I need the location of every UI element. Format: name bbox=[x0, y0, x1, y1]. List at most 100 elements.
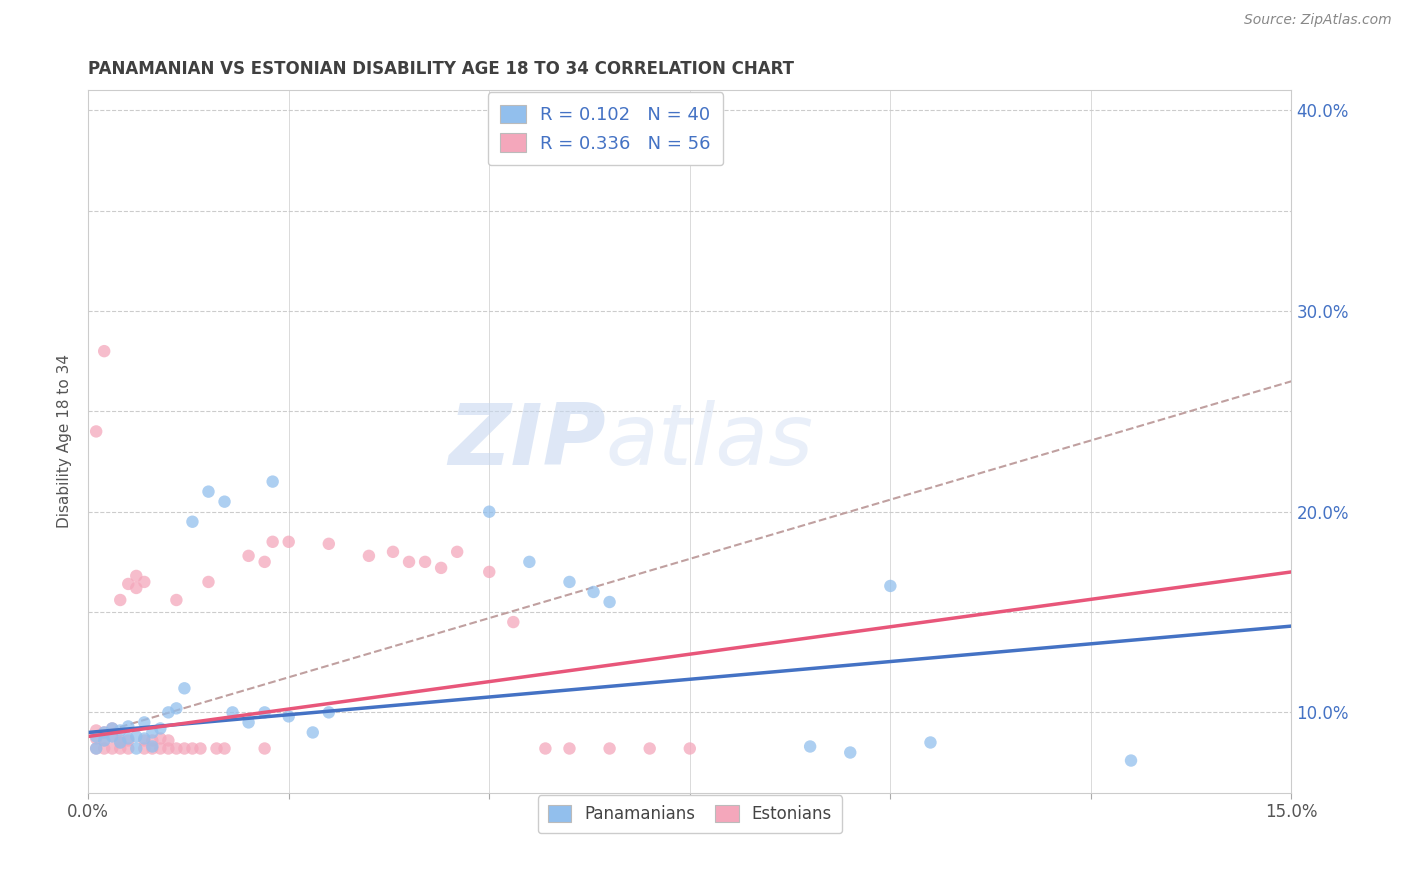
Point bbox=[446, 545, 468, 559]
Text: ZIP: ZIP bbox=[449, 400, 606, 483]
Point bbox=[262, 475, 284, 489]
Point bbox=[301, 725, 323, 739]
Point bbox=[318, 706, 340, 720]
Point bbox=[134, 731, 156, 746]
Point bbox=[125, 581, 148, 595]
Point bbox=[534, 741, 557, 756]
Point bbox=[101, 730, 124, 744]
Point bbox=[125, 730, 148, 744]
Point bbox=[638, 741, 661, 756]
Point bbox=[357, 549, 380, 563]
Y-axis label: Disability Age 18 to 34: Disability Age 18 to 34 bbox=[58, 354, 72, 528]
Point bbox=[262, 534, 284, 549]
Point bbox=[205, 741, 228, 756]
Point bbox=[318, 537, 340, 551]
Point bbox=[679, 741, 702, 756]
Point bbox=[134, 741, 156, 756]
Point bbox=[197, 484, 219, 499]
Point bbox=[117, 731, 139, 746]
Point bbox=[799, 739, 821, 754]
Point bbox=[277, 534, 299, 549]
Point bbox=[214, 494, 236, 508]
Point bbox=[149, 722, 172, 736]
Point bbox=[93, 733, 115, 747]
Point bbox=[197, 574, 219, 589]
Point bbox=[157, 706, 180, 720]
Point bbox=[181, 515, 204, 529]
Point bbox=[117, 577, 139, 591]
Point bbox=[134, 574, 156, 589]
Point bbox=[110, 735, 132, 749]
Text: atlas: atlas bbox=[606, 400, 814, 483]
Point bbox=[117, 741, 139, 756]
Point bbox=[221, 706, 243, 720]
Point bbox=[84, 730, 107, 744]
Point bbox=[173, 681, 195, 696]
Point bbox=[253, 706, 276, 720]
Point bbox=[253, 741, 276, 756]
Point bbox=[93, 344, 115, 359]
Point bbox=[181, 741, 204, 756]
Text: PANAMANIAN VS ESTONIAN DISABILITY AGE 18 TO 34 CORRELATION CHART: PANAMANIAN VS ESTONIAN DISABILITY AGE 18… bbox=[89, 60, 794, 78]
Point bbox=[134, 733, 156, 747]
Point bbox=[110, 741, 132, 756]
Point bbox=[110, 735, 132, 749]
Point bbox=[413, 555, 436, 569]
Point bbox=[1119, 754, 1142, 768]
Point bbox=[117, 733, 139, 747]
Point bbox=[238, 715, 260, 730]
Point bbox=[478, 505, 501, 519]
Point bbox=[84, 723, 107, 738]
Point bbox=[149, 741, 172, 756]
Point bbox=[101, 741, 124, 756]
Point bbox=[125, 569, 148, 583]
Point bbox=[430, 561, 453, 575]
Point bbox=[84, 425, 107, 439]
Point bbox=[582, 585, 605, 599]
Point bbox=[141, 741, 163, 756]
Point bbox=[839, 746, 862, 760]
Point bbox=[101, 730, 124, 744]
Point bbox=[879, 579, 901, 593]
Point bbox=[190, 741, 212, 756]
Point bbox=[253, 555, 276, 569]
Point bbox=[110, 593, 132, 607]
Point bbox=[141, 733, 163, 747]
Text: Source: ZipAtlas.com: Source: ZipAtlas.com bbox=[1244, 13, 1392, 28]
Point bbox=[558, 574, 581, 589]
Point bbox=[599, 595, 621, 609]
Point bbox=[84, 741, 107, 756]
Point bbox=[165, 741, 187, 756]
Point bbox=[382, 545, 405, 559]
Point bbox=[84, 741, 107, 756]
Point bbox=[134, 715, 156, 730]
Point bbox=[599, 741, 621, 756]
Legend: Panamanians, Estonians: Panamanians, Estonians bbox=[537, 796, 842, 833]
Point bbox=[398, 555, 420, 569]
Point bbox=[157, 741, 180, 756]
Point bbox=[93, 733, 115, 747]
Point bbox=[141, 725, 163, 739]
Point bbox=[502, 615, 524, 629]
Point bbox=[117, 719, 139, 733]
Point bbox=[125, 741, 148, 756]
Point bbox=[93, 725, 115, 739]
Point bbox=[165, 701, 187, 715]
Point bbox=[920, 735, 942, 749]
Point bbox=[93, 725, 115, 739]
Point bbox=[165, 593, 187, 607]
Point bbox=[173, 741, 195, 756]
Point bbox=[101, 722, 124, 736]
Point bbox=[478, 565, 501, 579]
Point bbox=[93, 741, 115, 756]
Point bbox=[277, 709, 299, 723]
Point bbox=[558, 741, 581, 756]
Point bbox=[519, 555, 541, 569]
Point bbox=[214, 741, 236, 756]
Point bbox=[141, 739, 163, 754]
Point bbox=[149, 731, 172, 746]
Point bbox=[157, 733, 180, 747]
Point bbox=[238, 549, 260, 563]
Point bbox=[110, 733, 132, 747]
Point bbox=[101, 722, 124, 736]
